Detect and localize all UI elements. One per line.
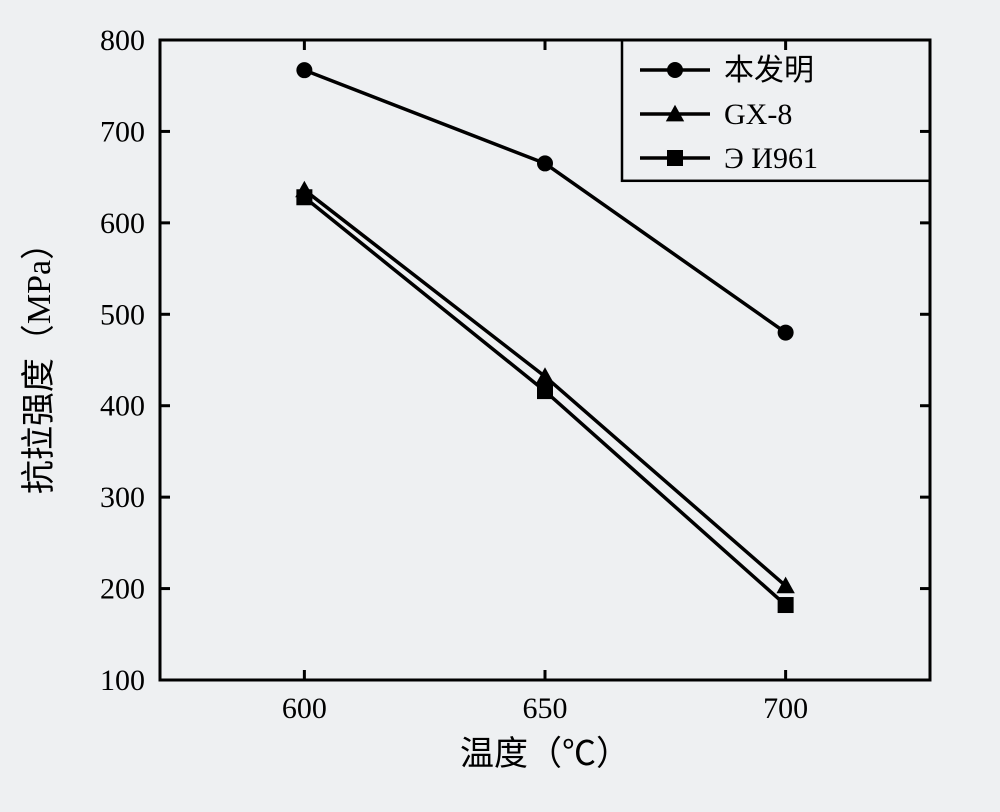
chart-container: 600 650 700 100 200 300 400 500 600 700 800 温度（℃） 抗拉…	[0, 0, 1000, 812]
y-tick-label: 400	[100, 390, 145, 423]
plot-border	[160, 40, 930, 680]
y-tick-label: 300	[100, 481, 145, 514]
series-marker	[537, 155, 553, 171]
y-tick-label: 700	[100, 115, 145, 148]
y-axis-title: 抗拉强度（MPa）	[20, 226, 58, 494]
line-chart: 600 650 700 100 200 300 400 500 600 700 800 温度（℃） 抗拉…	[0, 0, 1000, 812]
y-tick-label: 200	[100, 573, 145, 606]
y-tick-label: 800	[100, 24, 145, 57]
legend-label: Э И961	[724, 142, 818, 175]
series-marker	[778, 325, 794, 341]
legend-label: 本发明	[724, 54, 814, 87]
y-tick-label: 500	[100, 298, 145, 331]
y-tick-label: 100	[100, 664, 145, 697]
x-tick-label: 700	[763, 692, 808, 725]
series-line	[304, 197, 785, 605]
legend: 本发明 GX-8 Э И961	[622, 40, 930, 181]
series-本发明	[296, 62, 793, 340]
series-marker	[296, 62, 312, 78]
series-marker	[296, 189, 312, 205]
series-Э И961	[296, 189, 793, 613]
y-tick-label: 600	[100, 207, 145, 240]
legend-marker	[667, 150, 683, 166]
x-axis-title: 温度（℃）	[460, 735, 630, 773]
series-marker	[778, 597, 794, 613]
x-tick-label: 650	[523, 692, 568, 725]
series-marker	[537, 383, 553, 399]
series-line	[304, 70, 785, 332]
legend-label: GX-8	[724, 98, 792, 131]
x-tick-label: 600	[282, 692, 327, 725]
legend-marker	[667, 62, 683, 78]
